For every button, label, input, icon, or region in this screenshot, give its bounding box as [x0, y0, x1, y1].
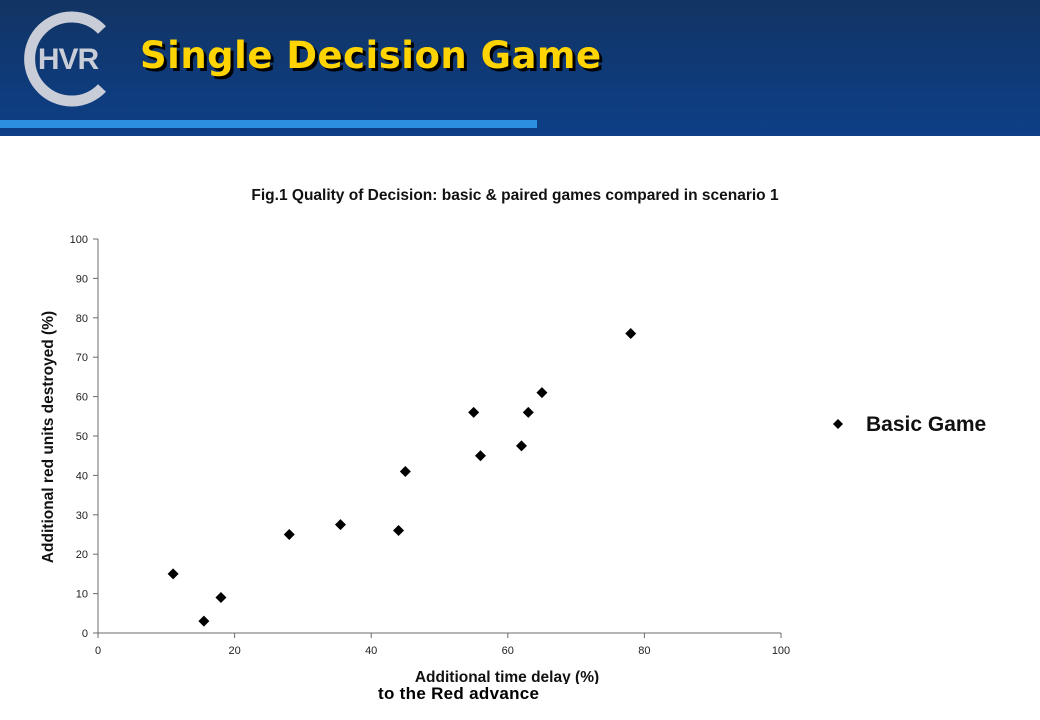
cvr-logo-icon: HVR	[24, 11, 106, 107]
slide-title: Single Decision Game	[140, 34, 602, 77]
data-point-diamond	[215, 592, 227, 604]
data-point-diamond	[474, 450, 486, 462]
scatter-chart: Fig.1 Quality of Decision: basic & paire…	[40, 187, 986, 684]
y-tick-label: 40	[76, 470, 88, 482]
logo-lettering: HVR	[38, 43, 100, 76]
data-points	[167, 328, 637, 627]
data-point-diamond	[167, 568, 179, 580]
y-tick-label: 70	[76, 352, 88, 364]
x-tick-label: 20	[228, 645, 240, 657]
axis-caption: to the Red advance	[378, 684, 540, 703]
data-point-diamond	[515, 440, 527, 452]
header-accent-stripe	[0, 120, 537, 128]
chart-title: Fig.1 Quality of Decision: basic & paire…	[251, 187, 779, 204]
y-tick-label: 20	[76, 549, 88, 561]
y-tick-label: 50	[76, 431, 88, 443]
y-tick-label: 0	[82, 628, 88, 640]
x-tick-label: 100	[772, 645, 790, 657]
y-axis-label: Additional red units destroyed (%)	[40, 311, 57, 563]
data-point-diamond	[625, 328, 637, 340]
chart-axes	[97, 239, 781, 634]
y-tick-label: 90	[76, 273, 88, 285]
data-point-diamond	[198, 615, 210, 627]
y-tick-label: 100	[70, 234, 88, 246]
y-tick-label: 30	[76, 510, 88, 522]
x-axis-label: Additional time delay (%)	[415, 669, 599, 684]
data-point-diamond	[283, 529, 295, 540]
x-axis-ticks: 0 20 40 60 80 100	[95, 633, 790, 657]
y-tick-label: 60	[76, 392, 88, 404]
legend-label: Basic Game	[866, 413, 986, 436]
data-point-diamond	[468, 406, 480, 418]
data-point-diamond	[399, 465, 411, 477]
header-banner: HVR Single Decision Game	[0, 0, 1040, 136]
data-point-diamond	[393, 525, 405, 537]
y-tick-label: 10	[76, 589, 88, 601]
data-point-diamond	[536, 387, 548, 399]
x-tick-label: 40	[365, 645, 377, 657]
x-tick-label: 60	[502, 645, 514, 657]
y-axis-ticks: 0 10 20 30 40 50 60 70 80 90 100	[70, 234, 98, 640]
x-tick-label: 80	[638, 645, 650, 657]
data-point-diamond	[522, 406, 534, 418]
chart-legend: Basic Game	[833, 413, 986, 436]
legend-diamond-icon	[833, 419, 843, 429]
x-tick-label: 0	[95, 645, 101, 657]
y-tick-label: 80	[76, 313, 88, 325]
data-point-diamond	[334, 519, 346, 531]
